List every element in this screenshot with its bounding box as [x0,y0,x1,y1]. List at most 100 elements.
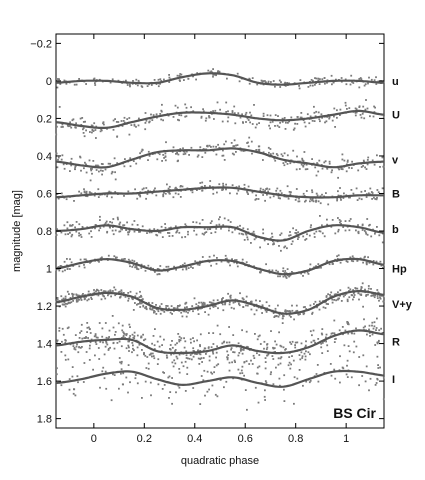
data-point [379,366,381,369]
data-point [347,332,350,335]
data-point [125,334,128,337]
data-point [202,357,205,359]
data-point [222,297,224,299]
data-point [313,111,316,114]
data-point [245,330,248,333]
data-point [104,345,107,348]
data-point [185,266,188,269]
data-point [98,170,100,173]
data-point [163,157,165,159]
data-point [309,353,311,356]
data-point [214,231,217,234]
data-point [78,223,81,226]
data-point [341,158,344,161]
data-point [126,221,128,224]
data-point [163,311,166,313]
data-point [265,381,268,384]
data-point [317,77,320,80]
data-point [267,80,270,83]
data-point [141,349,143,351]
data-point [114,331,117,333]
data-point [112,218,115,220]
data-point [228,326,230,328]
data-point [176,306,179,309]
data-point [342,226,345,228]
data-point [299,79,302,81]
data-point [197,308,199,311]
data-point [221,303,224,306]
data-point [226,358,229,361]
data-point [377,341,380,343]
data-point [88,359,91,361]
data-point [272,242,275,245]
data-point [261,304,264,307]
data-point [264,380,267,382]
data-point [91,172,93,175]
data-point [218,70,221,73]
data-point [139,230,141,233]
data-point [275,315,278,317]
data-point [172,365,175,368]
data-point [262,194,264,196]
data-point [352,260,355,263]
data-point [283,272,286,274]
data-point [251,123,254,125]
data-point [310,341,313,344]
data-point [94,227,96,230]
data-point [72,118,75,121]
data-point [80,299,83,301]
data-point [76,343,78,346]
data-point [323,77,326,79]
data-point [156,158,159,161]
data-point [128,336,131,339]
data-point [156,268,159,270]
data-point [64,302,67,305]
data-point [106,195,108,198]
data-point [91,168,93,170]
data-point [217,70,220,72]
data-point [187,357,189,360]
data-point [349,196,351,199]
data-point [114,178,117,181]
data-point [223,386,225,389]
data-point [277,304,279,307]
data-point [376,189,379,191]
data-point [336,258,339,260]
data-point [212,299,215,302]
data-point [135,125,137,128]
data-point [290,343,293,345]
data-point [141,301,143,304]
data-point [164,223,166,225]
data-point [358,298,360,301]
data-point [337,291,339,294]
data-point [350,74,353,77]
data-point [375,198,378,201]
x-tick-label: 0.8 [288,433,303,445]
data-point [191,305,194,307]
data-point [373,105,375,108]
data-point [213,118,215,120]
data-point [309,84,312,87]
data-point [300,272,303,275]
data-point [172,146,175,149]
data-point [363,84,366,87]
data-point [144,269,147,272]
data-point [199,182,202,184]
data-point [173,359,176,362]
data-point [326,223,328,226]
data-point [335,299,337,302]
data-point [184,236,187,238]
data-point [371,198,373,200]
data-point [70,164,73,167]
data-point [63,260,66,263]
data-point [299,358,302,361]
data-point [80,236,83,238]
data-point [109,81,112,84]
data-point [304,355,307,358]
data-point [332,81,335,84]
data-point [373,163,376,166]
data-point [138,343,141,346]
data-point [159,78,162,81]
data-point [99,215,101,218]
data-point [92,160,95,162]
